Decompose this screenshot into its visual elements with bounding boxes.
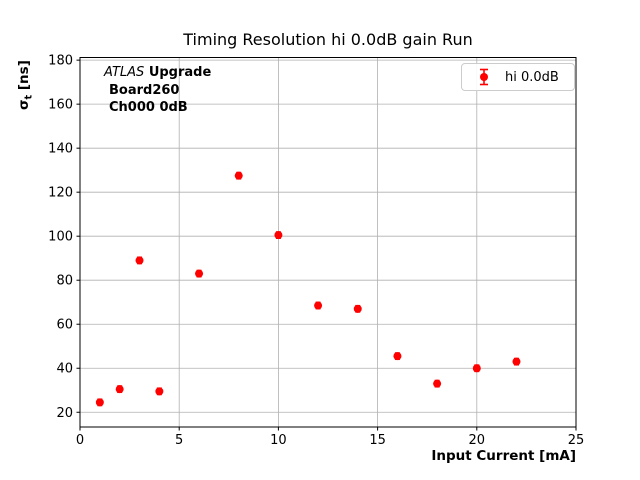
x-tick-label: 0 xyxy=(76,433,84,448)
data-point xyxy=(393,352,402,361)
annotation-block: ATLAS Upgrade Board260 Ch000 0dB xyxy=(104,64,211,117)
data-point xyxy=(353,304,362,313)
y-tick-label: 100 xyxy=(48,230,73,245)
annotation-atlas: ATLAS xyxy=(104,65,145,80)
annotation-upgrade: Upgrade xyxy=(148,65,212,80)
data-point xyxy=(472,364,481,373)
data-point xyxy=(195,269,204,278)
y-axis-symbol: σ xyxy=(16,99,32,110)
y-axis-units: [ns] xyxy=(16,60,32,95)
legend-box: hi 0.0dB xyxy=(461,63,575,91)
x-tick-label: 20 xyxy=(469,433,486,448)
legend-label: hi 0.0dB xyxy=(505,69,559,85)
data-point xyxy=(155,387,164,396)
x-tick-label: 5 xyxy=(175,433,183,448)
x-tick-label: 25 xyxy=(568,433,585,448)
y-axis-label: σt [ns] xyxy=(16,40,35,110)
y-tick-label: 180 xyxy=(48,54,73,69)
y-tick-label: 40 xyxy=(56,362,73,377)
errorbar-marker-icon xyxy=(480,68,488,86)
annotation-board: Board260 xyxy=(109,82,180,98)
y-tick-label: 80 xyxy=(56,274,73,289)
data-point xyxy=(115,385,124,394)
data-point xyxy=(95,398,104,407)
y-tick-label: 120 xyxy=(48,186,73,201)
data-point xyxy=(314,301,323,310)
y-tick-label: 60 xyxy=(56,318,73,333)
y-tick-label: 160 xyxy=(48,98,73,113)
data-point xyxy=(135,256,144,265)
data-point xyxy=(274,231,283,240)
axes-frame xyxy=(79,57,577,428)
x-axis-label: Input Current [mA] xyxy=(431,448,576,464)
y-axis-subscript: t xyxy=(23,94,35,100)
y-tick-label: 140 xyxy=(48,142,73,157)
x-tick-label: 10 xyxy=(270,433,287,448)
data-point xyxy=(433,379,442,388)
y-tick-label: 20 xyxy=(56,406,73,421)
data-point xyxy=(234,171,243,180)
annotation-line1: ATLAS Upgrade xyxy=(104,64,211,82)
annotation-channel: Ch000 0dB xyxy=(109,100,188,115)
chart-title: Timing Resolution hi 0.0dB gain Run xyxy=(183,30,473,49)
data-point xyxy=(512,357,521,366)
x-tick-label: 15 xyxy=(369,433,386,448)
